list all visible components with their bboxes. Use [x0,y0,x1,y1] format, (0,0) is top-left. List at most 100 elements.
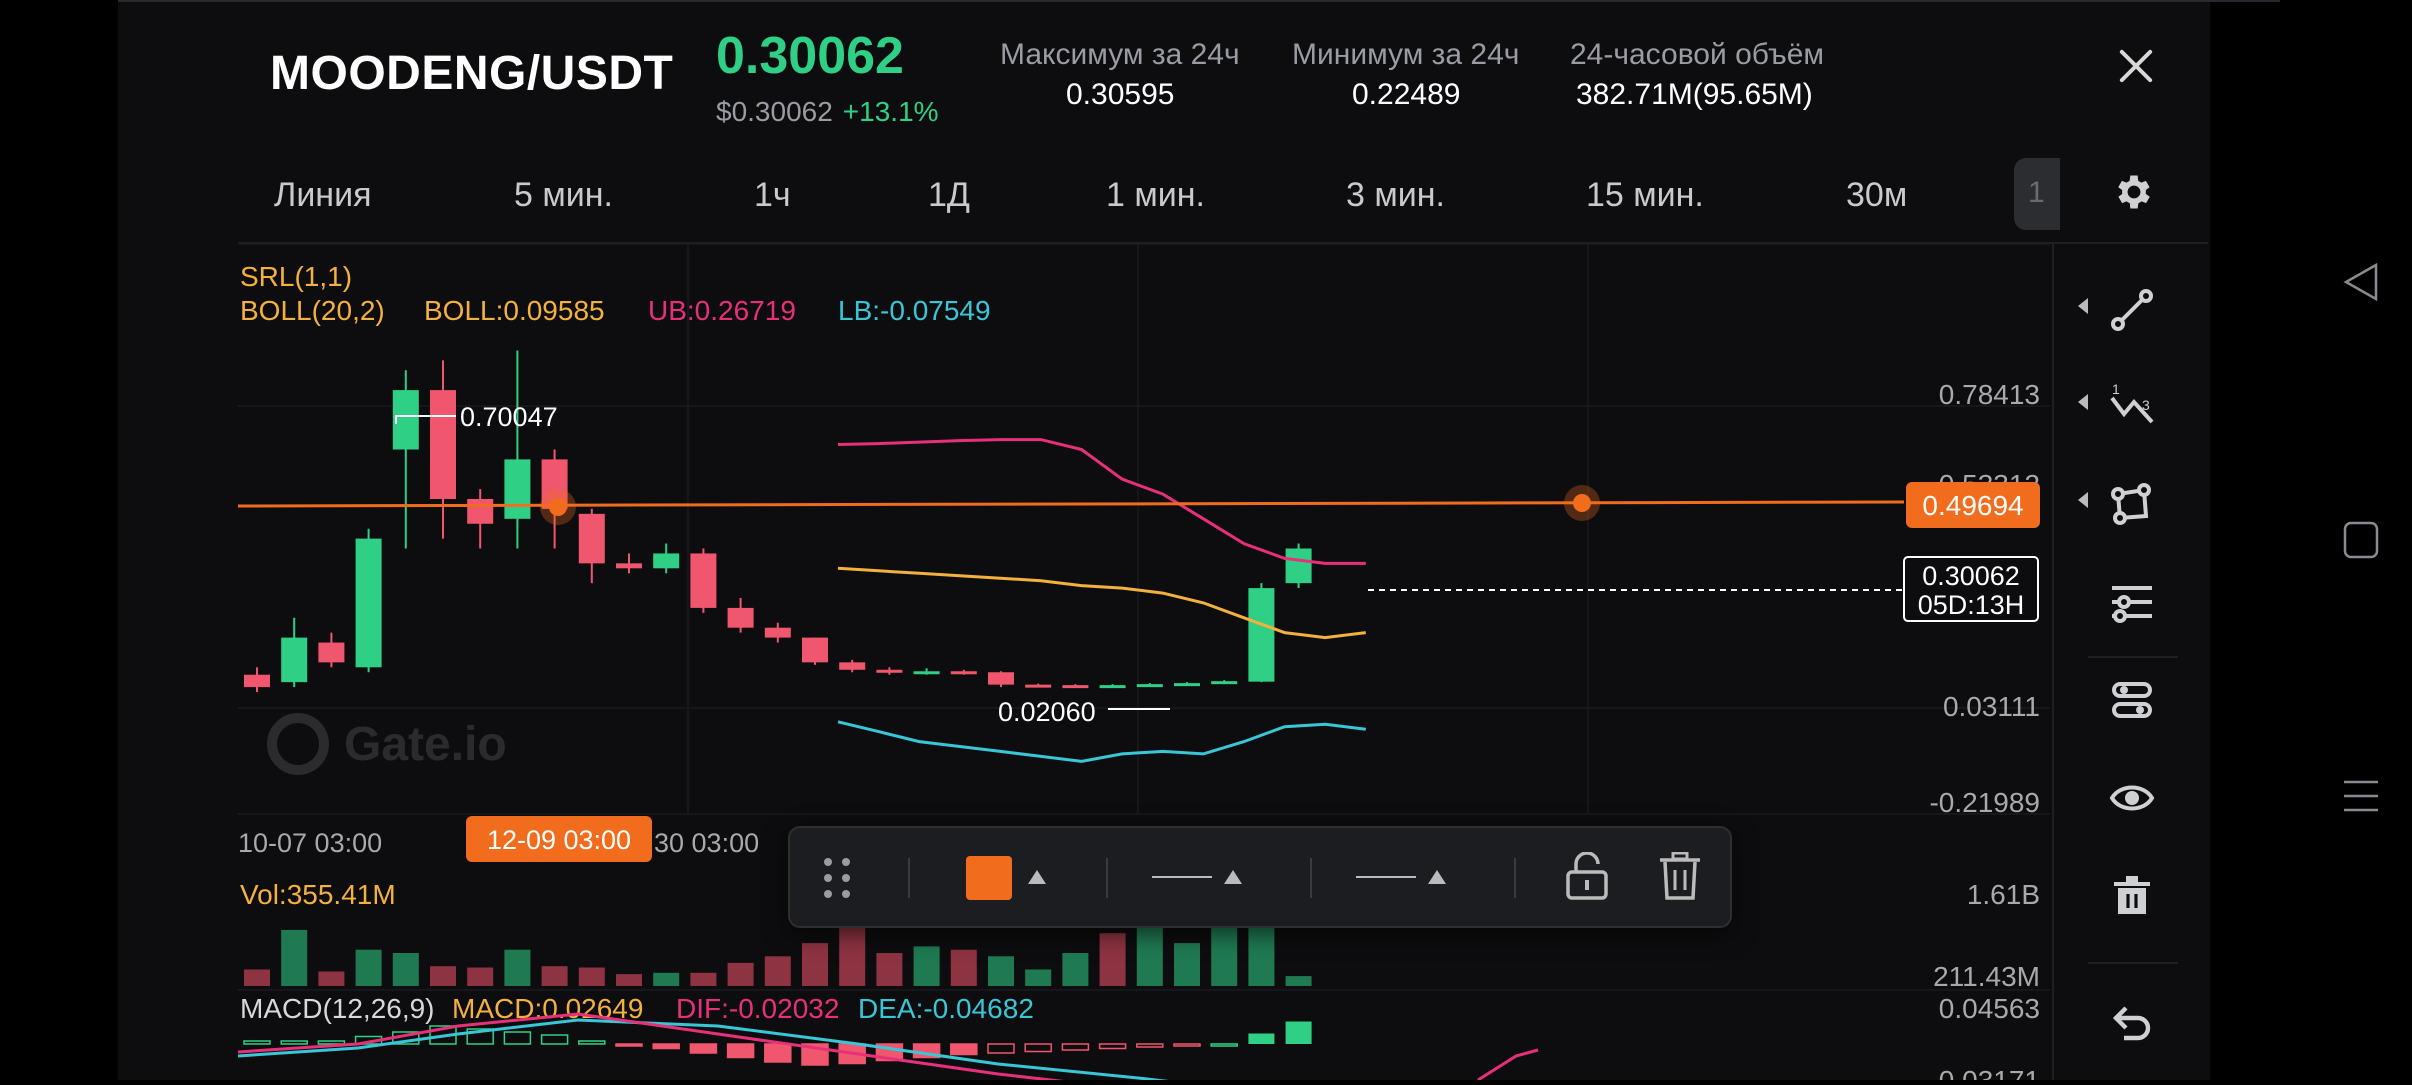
candle-body [1136,684,1163,688]
macd-bar [1173,1043,1201,1047]
drag-handle-icon[interactable] [818,856,858,900]
volume-bar [876,953,903,986]
candle [1062,684,1089,689]
stat-high-value: 0.30595 [1066,78,1175,111]
macd-bar [1061,1043,1090,1051]
candle-body [318,642,345,663]
dea-line [237,1018,1213,1085]
stat-low-label: Минимум за 24ч [1292,38,1520,71]
current-price-value: 0.30062 [1922,561,2020,591]
volume-bar [392,953,419,986]
fib-icon[interactable] [2108,578,2156,626]
macd-bar [950,1043,978,1056]
candle-body [1285,548,1312,584]
gear-icon[interactable] [2112,170,2156,214]
macd-bar [578,1040,606,1045]
panel-divider [2088,962,2178,964]
undo-icon[interactable] [2108,998,2156,1046]
tab-1d[interactable]: 1Д [928,176,970,214]
candle-body [876,669,903,673]
candles [244,350,1312,693]
candle [1174,682,1200,687]
tools-icon[interactable] [2108,676,2156,724]
ub-line [837,438,1366,565]
horizontal-drawn-line[interactable] [237,500,1905,508]
volume-bar [318,971,345,986]
price-tick-low: -0.21989 [1929,787,2040,818]
back-nav-icon[interactable] [2342,262,2380,302]
time-tick-left: 10-07 03:00 [238,828,382,858]
volume-bar [244,969,270,986]
tab-more-label: 1 [2028,176,2045,209]
time-tick-right: 30 03:00 [654,828,759,858]
color-dropdown-icon[interactable] [1026,868,1048,886]
macd-bar [1210,1043,1238,1047]
pair-title: MOODENG/USDT [270,47,674,100]
candle-body [727,607,754,628]
volume-bar [616,974,642,986]
close-icon[interactable] [2114,44,2158,88]
stat-low-value: 0.22489 [1352,78,1461,111]
trash-icon[interactable] [2108,872,2156,920]
low-annotation: 0.02060 [998,697,1096,727]
candle-body [616,563,642,569]
candle-body [802,637,828,663]
candle-body [1025,684,1052,688]
current-price-tag [1903,556,2039,622]
line-style-icon[interactable] [1356,868,1456,886]
candle-body [430,390,456,499]
candle-body [281,637,308,683]
expand-arrow-icon[interactable] [2078,298,2088,314]
watermark-text: Gate.io [344,718,507,771]
volume-bar [578,967,605,986]
candle [244,667,270,693]
macd-bar [615,1043,643,1047]
chart-area[interactable]: SRL(1,1) BOLL(20,2) BOLL:0.09585 UB:0.26… [237,243,2050,1085]
line-handle-left[interactable] [549,498,567,516]
volume-bars [244,920,1312,986]
tab-scroll-more[interactable]: 1 [2014,158,2060,230]
tab-30m[interactable]: 30м [1846,176,1908,214]
candle [430,360,456,539]
shape-icon[interactable] [2108,480,2156,528]
watermark: Gate.io [267,713,507,775]
expand-arrow-icon[interactable] [2078,492,2088,508]
candle [1025,683,1052,688]
time-cursor-tag [466,816,652,862]
trend-line-icon[interactable] [2108,286,2156,334]
chart-svg[interactable]: SRL(1,1) BOLL(20,2) BOLL:0.09585 UB:0.26… [237,243,2050,1085]
volume-bar [430,966,456,986]
time-cursor-label: 12-09 03:00 [487,825,631,855]
macd-bar [652,1043,680,1050]
recents-nav-icon[interactable] [2342,776,2380,816]
line-width-icon[interactable] [1152,868,1252,886]
home-nav-icon[interactable] [2342,520,2380,560]
macd-bar [1248,1033,1275,1044]
boll-label: BOLL(20,2) [240,295,385,326]
candle [913,668,940,675]
macd-bar [764,1043,792,1063]
candle-body [913,671,940,675]
toolbar-divider [1310,858,1312,898]
tab-15min[interactable]: 15 мин. [1586,176,1704,214]
candle [802,637,828,665]
multi-line-icon[interactable]: 13 [2108,382,2156,430]
last-price: 0.30062 [716,27,904,85]
volume-bar [1174,943,1200,986]
tab-1h[interactable]: 1ч [754,176,791,214]
tab-3min[interactable]: 3 мин. [1346,176,1445,214]
volume-bar [355,949,382,986]
color-swatch[interactable] [966,856,1012,900]
lb-line [837,720,1366,763]
tab-5min[interactable]: 5 мин. [514,176,613,214]
lock-icon[interactable] [1564,852,1610,902]
candle [988,671,1014,688]
line-handle-right[interactable] [1573,494,1591,512]
tab-line[interactable]: Линия [274,176,372,214]
delete-icon[interactable] [1658,852,1702,902]
expand-arrow-icon[interactable] [2078,394,2088,410]
tab-1min[interactable]: 1 мин. [1106,176,1205,214]
eye-icon[interactable] [2108,774,2156,822]
candle [392,370,419,549]
